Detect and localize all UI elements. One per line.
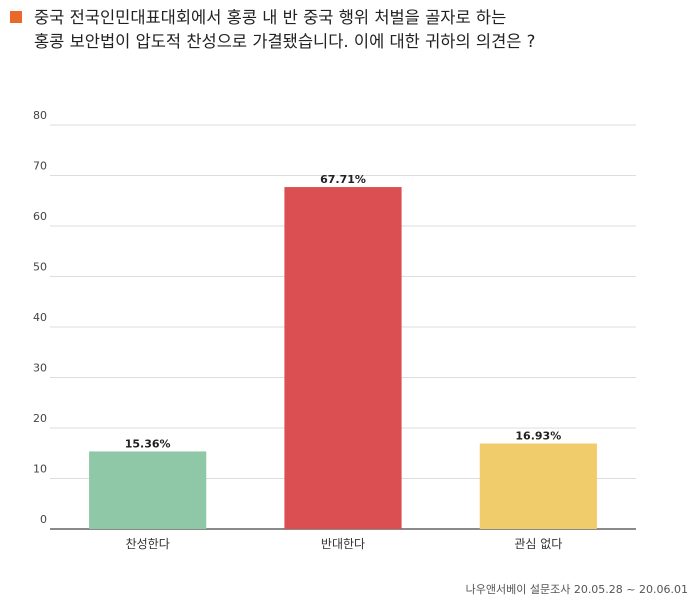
title-marker-icon <box>10 11 22 23</box>
data-label-3: 16.93% <box>515 430 561 443</box>
bar-2 <box>284 187 402 529</box>
y-tick-label-50: 50 <box>33 261 47 274</box>
source-note: 나우앤서베이 설문조사 20.05.28 ~ 20.06.01 <box>465 583 688 596</box>
x-tick-label-2: 반대한다 <box>321 537 365 551</box>
y-tick-label-0: 0 <box>40 513 47 526</box>
y-tick-label-20: 20 <box>33 412 47 425</box>
bar-1 <box>89 451 207 529</box>
data-label-1: 15.36% <box>125 437 171 450</box>
y-tick-label-40: 40 <box>33 311 47 324</box>
bar-3 <box>479 443 597 529</box>
title-line-1: 중국 전국인민대표대회에서 홍콩 내 반 중국 행위 처벌을 골자로 하는 <box>34 8 507 27</box>
y-tick-label-10: 10 <box>33 463 47 476</box>
y-tick-label-80: 80 <box>33 109 47 122</box>
y-tick-label-70: 70 <box>33 160 47 173</box>
y-tick-label-30: 30 <box>33 362 47 375</box>
data-label-2: 67.71% <box>320 173 366 186</box>
x-tick-label-3: 관심 없다 <box>514 537 562 551</box>
x-tick-label-1: 찬성한다 <box>126 536 170 551</box>
title-line-2: 홍콩 보안법이 압도적 찬성으로 가결됐습니다. 이에 대한 귀하의 의견은 ? <box>34 32 536 51</box>
y-tick-label-60: 60 <box>33 210 47 223</box>
